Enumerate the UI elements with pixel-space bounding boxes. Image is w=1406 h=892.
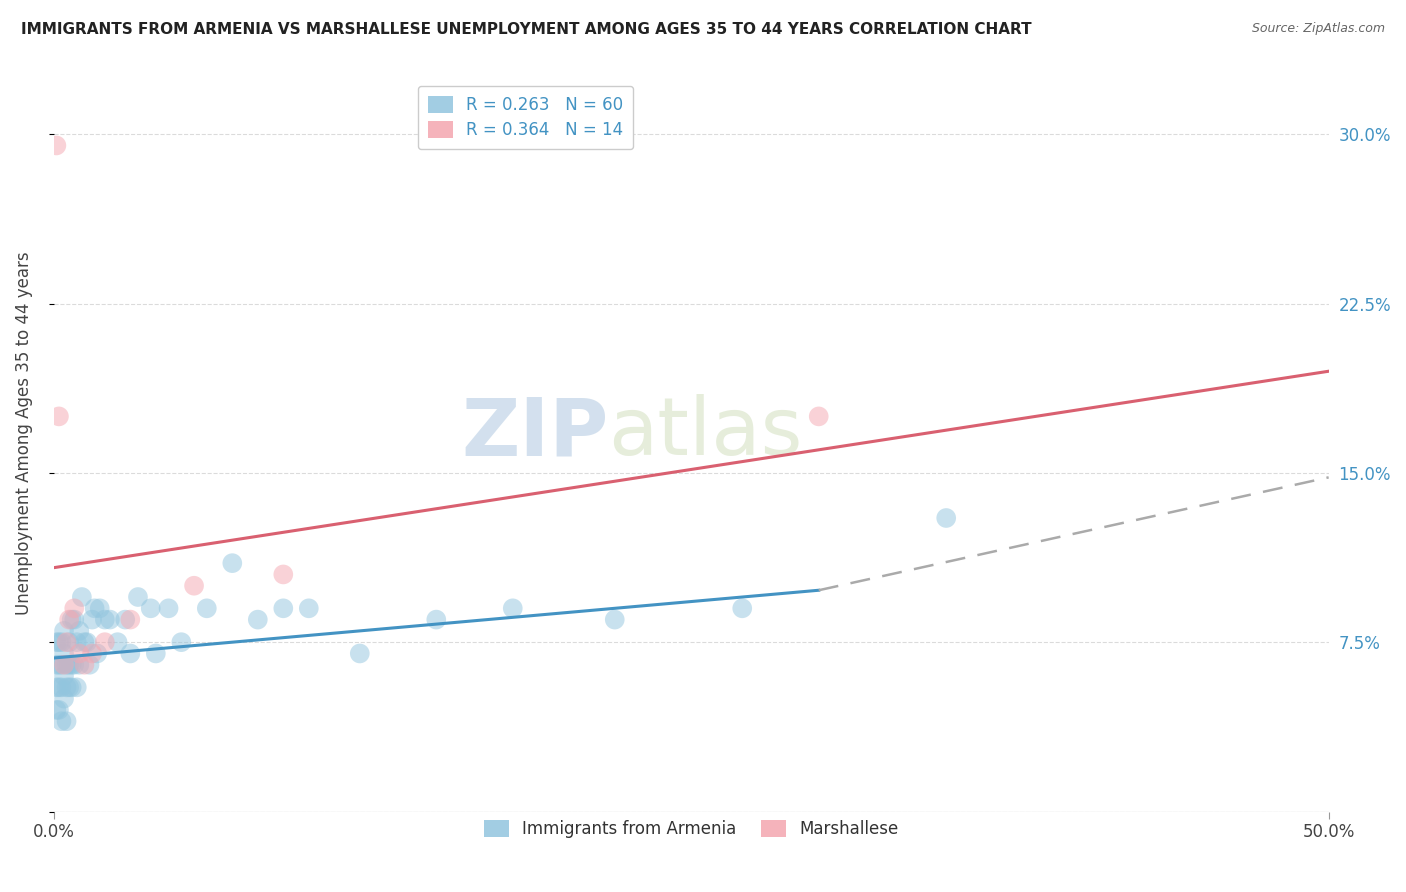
Point [63, 601, 86, 615]
Point [60, 681, 83, 695]
Point [80, 613, 103, 627]
Point [55, 657, 77, 672]
Point [48, 657, 70, 672]
Point [55, 635, 77, 649]
Point [271, 601, 294, 615]
Point [80, 647, 103, 661]
Point [48, 409, 70, 424]
Point [67, 657, 90, 672]
Point [120, 647, 142, 661]
Text: atlas: atlas [609, 394, 803, 473]
Point [45, 138, 67, 153]
Point [603, 613, 626, 627]
Point [807, 409, 830, 424]
Point [48, 635, 70, 649]
Point [67, 647, 90, 661]
Point [157, 601, 180, 615]
Point [70, 590, 93, 604]
Point [94, 613, 117, 627]
Point [83, 601, 105, 615]
Point [51, 657, 73, 672]
Point [170, 635, 193, 649]
Point [53, 647, 76, 661]
Point [53, 669, 76, 683]
Y-axis label: Unemployment Among Ages 35 to 44 years: Unemployment Among Ages 35 to 44 years [15, 252, 32, 615]
Point [73, 635, 96, 649]
Point [53, 624, 76, 638]
Point [107, 635, 129, 649]
Point [58, 681, 80, 695]
Point [502, 601, 524, 615]
Point [76, 635, 98, 649]
Point [98, 613, 121, 627]
Point [246, 613, 269, 627]
Point [63, 613, 86, 627]
Point [53, 657, 76, 672]
Point [127, 590, 149, 604]
Text: Source: ZipAtlas.com: Source: ZipAtlas.com [1251, 22, 1385, 36]
Point [298, 601, 321, 615]
Point [731, 601, 754, 615]
Point [89, 601, 111, 615]
Point [63, 657, 86, 672]
Point [349, 647, 371, 661]
Point [45, 657, 67, 672]
Point [79, 657, 101, 672]
Point [139, 601, 162, 615]
Point [425, 613, 447, 627]
Point [58, 657, 80, 672]
Point [45, 703, 67, 717]
Point [86, 647, 108, 661]
Point [935, 511, 957, 525]
Point [51, 681, 73, 695]
Point [145, 647, 167, 661]
Point [55, 681, 77, 695]
Point [51, 714, 73, 729]
Point [45, 635, 67, 649]
Point [66, 681, 89, 695]
Point [73, 657, 96, 672]
Point [51, 635, 73, 649]
Point [114, 613, 136, 627]
Point [48, 681, 70, 695]
Text: ZIP: ZIP [461, 394, 609, 473]
Text: IMMIGRANTS FROM ARMENIA VS MARSHALLESE UNEMPLOYMENT AMONG AGES 35 TO 44 YEARS CO: IMMIGRANTS FROM ARMENIA VS MARSHALLESE U… [21, 22, 1032, 37]
Point [94, 635, 117, 649]
Point [55, 714, 77, 729]
Point [221, 556, 243, 570]
Point [48, 703, 70, 717]
Legend: Immigrants from Armenia, Marshallese: Immigrants from Armenia, Marshallese [477, 814, 905, 845]
Point [60, 613, 83, 627]
Point [183, 579, 205, 593]
Point [53, 691, 76, 706]
Point [58, 613, 80, 627]
Point [66, 635, 89, 649]
Point [60, 657, 83, 672]
Point [271, 567, 294, 582]
Point [67, 624, 90, 638]
Point [45, 681, 67, 695]
Point [58, 635, 80, 649]
Point [195, 601, 218, 615]
Point [120, 613, 142, 627]
